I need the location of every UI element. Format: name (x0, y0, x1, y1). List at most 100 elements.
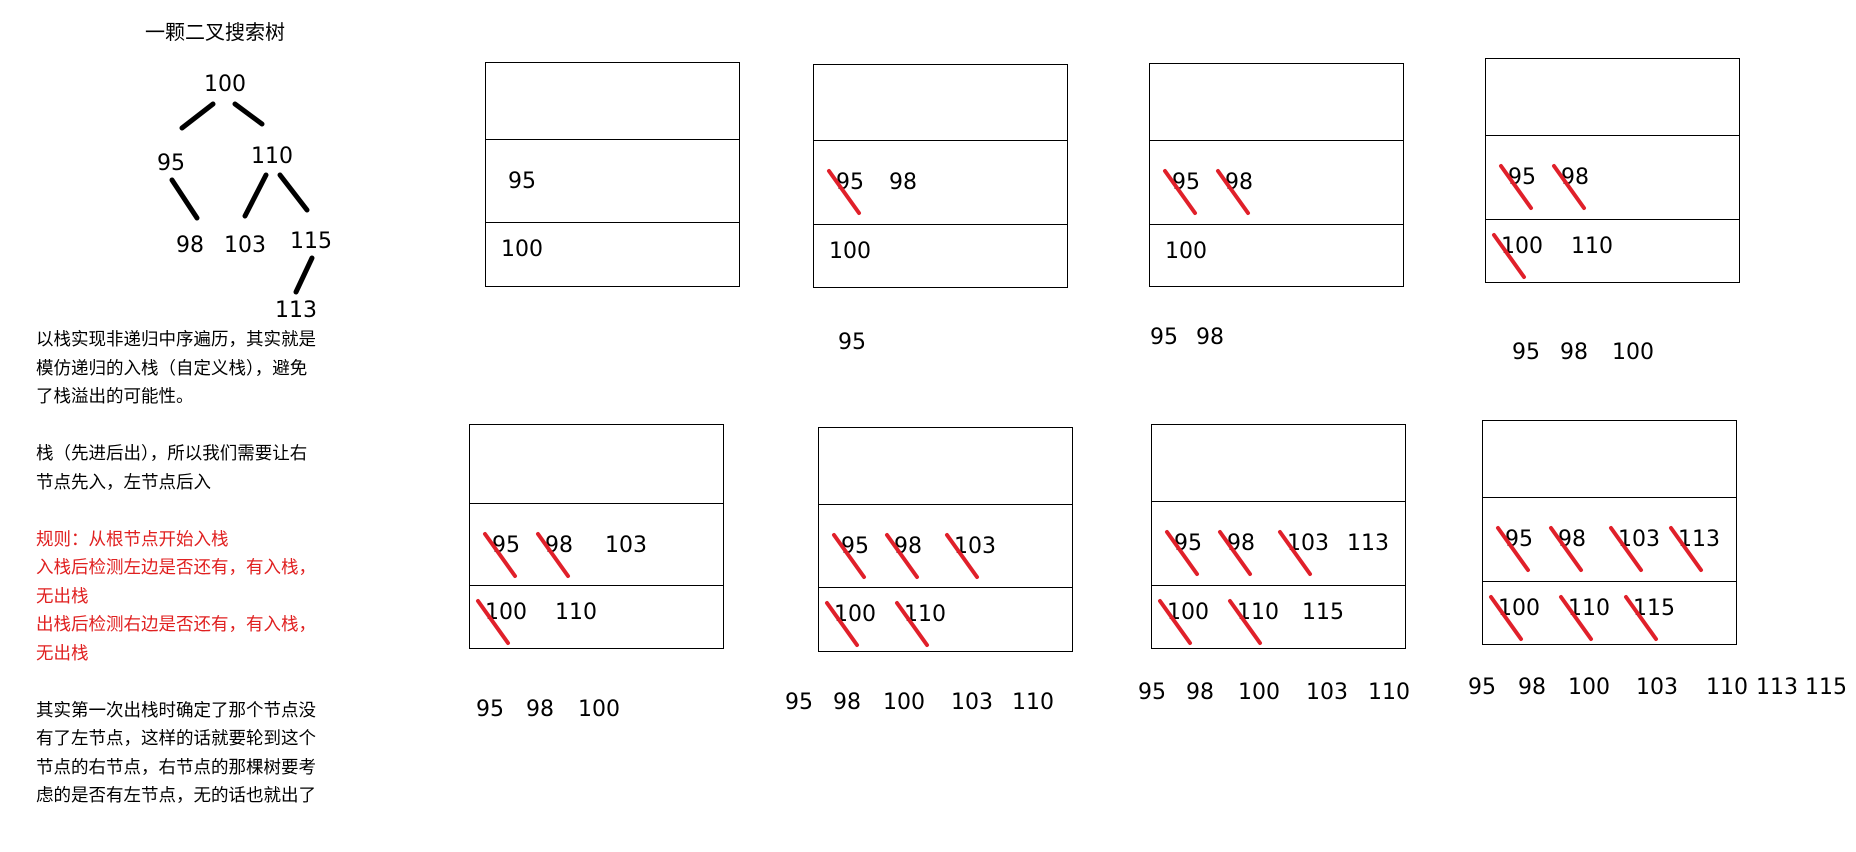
stack-item: 103 (954, 534, 996, 559)
stack-item: 98 (545, 533, 573, 558)
tree-node-98: 98 (176, 233, 204, 258)
stack-divider (814, 224, 1067, 225)
stack-item: 115 (1302, 600, 1344, 625)
notes-line: 其实第一次出栈时确定了那个节点没 (36, 700, 316, 721)
output-item: 95 (785, 690, 813, 715)
output-item: 98 (1186, 680, 1214, 705)
tree-edges (169, 101, 315, 295)
stack-item: 98 (1227, 531, 1255, 556)
tree-node-103: 103 (224, 233, 266, 258)
notes-line: 栈（先进后出），所以我们需要让右 (36, 444, 308, 464)
stack-item: 110 (1237, 600, 1279, 625)
stack-divider (1152, 501, 1405, 502)
output-item: 98 (1518, 675, 1546, 700)
output-item: 95 (1468, 675, 1496, 700)
stack-box: 95 98 100 (813, 64, 1068, 288)
notes-line: 节点先入，左节点后入 (36, 472, 211, 493)
rule-line: 规则：从根节点开始入栈 (36, 529, 229, 550)
notes-line: 以栈实现非递归中序遍历，其实就是 (36, 330, 316, 350)
stack-divider (470, 503, 723, 504)
stack-box: 95 98 103 113 100 110 115 (1482, 420, 1737, 645)
notes-line: 有了左节点，这样的话就要轮到这个 (36, 729, 316, 749)
stack-item: 103 (1287, 531, 1329, 556)
stack-item: 98 (1225, 170, 1253, 195)
stack-divider (1486, 219, 1739, 220)
stack-item: 95 (1172, 170, 1200, 195)
tree-node-113: 113 (275, 298, 317, 323)
stack-item: 100 (485, 600, 527, 625)
tree-node-115: 115 (290, 229, 332, 254)
notes-line: 节点的右节点，右节点的那棵树要考 (36, 757, 316, 778)
stack-item: 103 (1618, 527, 1660, 552)
stack-box: 95 98 103 113 100 110 115 (1151, 424, 1406, 649)
stack-divider (1150, 140, 1403, 141)
stack-divider (1483, 581, 1736, 582)
output-item: 95 (1150, 325, 1178, 350)
stack-divider (486, 139, 739, 140)
output-item: 98 (1560, 340, 1588, 365)
rule-line: 无出栈 (36, 586, 89, 607)
notes-line: 了栈溢出的可能性。 (36, 387, 194, 407)
output-item: 110 (1368, 680, 1410, 705)
stack-box: 95 98 103 100 110 (818, 427, 1073, 652)
stack-divider (819, 504, 1072, 505)
output-item: 113 (1756, 675, 1798, 700)
stack-box: 95 100 (485, 62, 740, 287)
edge-110-103 (242, 172, 269, 219)
stack-item: 110 (1571, 234, 1613, 259)
output-item: 100 (883, 690, 925, 715)
stack-divider (1486, 135, 1739, 136)
output-item: 100 (1612, 340, 1654, 365)
notes-line: 虑的是否有左节点，无的话也就出了 (36, 786, 316, 806)
edge-95-98 (169, 177, 200, 221)
stack-item: 115 (1633, 596, 1675, 621)
stack-item: 95 (1508, 165, 1536, 190)
output-item: 95 (1138, 680, 1166, 705)
output-item: 95 (476, 697, 504, 722)
stack-divider (1152, 585, 1405, 586)
output-item: 115 (1805, 675, 1847, 700)
output-item: 110 (1012, 690, 1054, 715)
stack-item: 98 (894, 534, 922, 559)
stack-item: 98 (889, 170, 917, 195)
stack-item: 100 (829, 239, 871, 264)
rule-line: 无出栈 (36, 643, 89, 664)
output-item: 100 (578, 697, 620, 722)
stack-item: 100 (834, 602, 876, 627)
notes-text: 以栈实现非递归中序遍历，其实就是 模仿递归的入栈（自定义栈），避免 了栈溢出的可… (36, 326, 396, 811)
stack-item: 98 (1561, 165, 1589, 190)
stack-item: 100 (1165, 239, 1207, 264)
stack-item: 95 (508, 169, 536, 194)
output-item: 100 (1238, 680, 1280, 705)
stack-item: 95 (492, 533, 520, 558)
stack-item: 98 (1558, 527, 1586, 552)
stack-box: 95 98 103 100 110 (469, 424, 724, 649)
stack-item: 100 (1167, 600, 1209, 625)
output-item: 95 (838, 330, 866, 355)
tree-node-100: 100 (204, 72, 246, 97)
stack-item: 95 (841, 534, 869, 559)
stack-divider (814, 140, 1067, 141)
edge-100-95 (179, 101, 216, 131)
stack-divider (1483, 497, 1736, 498)
stack-divider (486, 222, 739, 223)
stack-item: 113 (1347, 531, 1389, 556)
output-item: 98 (1196, 325, 1224, 350)
output-item: 98 (526, 697, 554, 722)
stack-item: 110 (555, 600, 597, 625)
stack-box: 95 98 100 (1149, 63, 1404, 287)
stack-divider (1150, 224, 1403, 225)
stack-item: 95 (1505, 527, 1533, 552)
edge-110-115 (277, 172, 310, 213)
stack-divider (470, 585, 723, 586)
stack-item: 100 (1498, 596, 1540, 621)
stack-item: 95 (836, 170, 864, 195)
output-item: 103 (951, 690, 993, 715)
stack-item: 110 (1568, 596, 1610, 621)
notes-line: 模仿递归的入栈（自定义栈），避免 (36, 358, 308, 379)
stack-item: 100 (501, 237, 543, 262)
output-item: 103 (1636, 675, 1678, 700)
stack-item: 100 (1501, 234, 1543, 259)
tree-node-95: 95 (157, 151, 185, 176)
stack-item: 110 (904, 602, 946, 627)
